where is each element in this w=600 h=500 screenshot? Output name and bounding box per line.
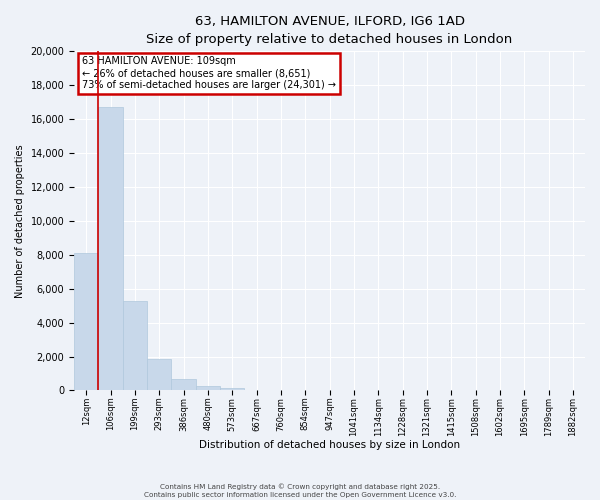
X-axis label: Distribution of detached houses by size in London: Distribution of detached houses by size … — [199, 440, 460, 450]
Bar — [147, 359, 172, 390]
Y-axis label: Number of detached properties: Number of detached properties — [15, 144, 25, 298]
Title: 63, HAMILTON AVENUE, ILFORD, IG6 1AD
Size of property relative to detached house: 63, HAMILTON AVENUE, ILFORD, IG6 1AD Siz… — [146, 15, 513, 46]
Bar — [172, 378, 196, 390]
Bar — [98, 108, 123, 391]
Bar — [74, 253, 98, 390]
Bar — [220, 388, 244, 390]
Bar — [123, 300, 147, 390]
Text: Contains HM Land Registry data © Crown copyright and database right 2025.
Contai: Contains HM Land Registry data © Crown c… — [144, 484, 456, 498]
Bar — [196, 386, 220, 390]
Text: 63 HAMILTON AVENUE: 109sqm
← 26% of detached houses are smaller (8,651)
73% of s: 63 HAMILTON AVENUE: 109sqm ← 26% of deta… — [82, 56, 336, 90]
